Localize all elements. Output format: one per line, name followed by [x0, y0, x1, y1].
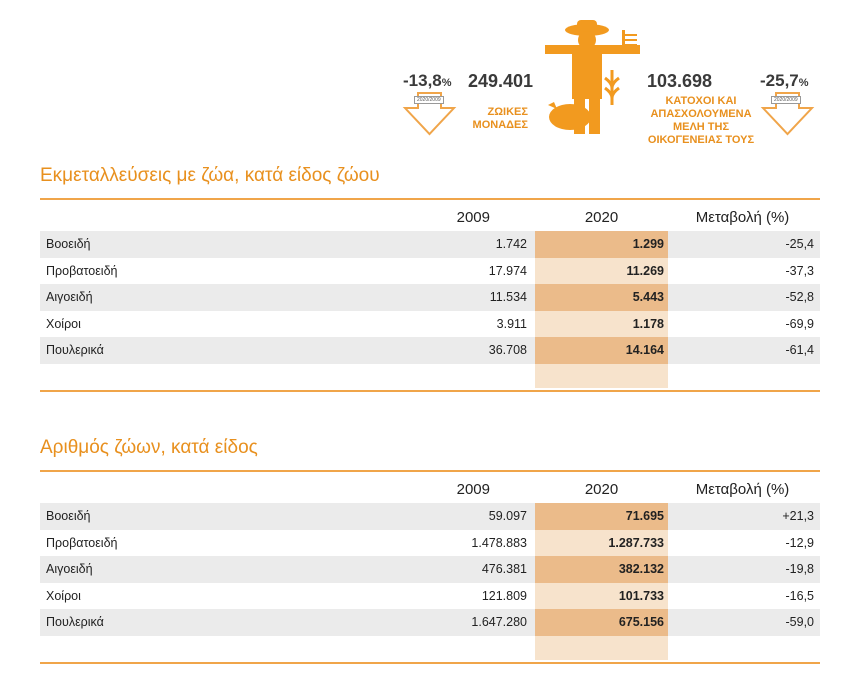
row-label: Προβατοειδή [46, 263, 118, 278]
highlight-cell [535, 284, 668, 311]
row-label: Πουλερικά [46, 343, 104, 357]
highlight-cell [535, 231, 668, 258]
cell-value: 121.809 [481, 588, 527, 603]
highlight-cell [535, 635, 668, 660]
cell-value: 11.534 [489, 290, 527, 304]
cell-value: -37,3 [785, 263, 815, 278]
cell-value: 1.299 [632, 237, 664, 251]
period: 2020/2009 [771, 96, 801, 104]
table-title: Αριθμός ζώων, κατά είδος [40, 437, 258, 458]
cell-value: 59.097 [488, 509, 527, 523]
highlight-cell [535, 503, 668, 530]
rule [40, 661, 820, 664]
cell-value: 1.647.280 [471, 615, 527, 629]
cell-value: 1.287.733 [608, 535, 664, 550]
cell-value: 71.695 [625, 509, 664, 523]
highlight-cell [535, 337, 668, 364]
row-label: Βοοειδή [46, 509, 91, 523]
column-header: 2020 [584, 481, 619, 498]
rule [40, 389, 820, 392]
cell-value: -19,8 [785, 562, 815, 576]
label-line: ΜΟΝΑΔΕΣ [472, 119, 528, 131]
row-bg [40, 609, 820, 636]
change: -13,8% [403, 71, 452, 90]
cell-value: -59,0 [785, 615, 815, 629]
row-bg [40, 556, 820, 583]
highlight-cell [535, 310, 668, 337]
row-label: Χοίροι [46, 316, 81, 331]
highlight-cell [535, 582, 668, 609]
cell-value: 1.742 [495, 237, 527, 251]
cell-value: 675.156 [618, 615, 664, 629]
label-line: ΜΕΛΗ ΤΗΣ [672, 121, 730, 133]
cell-value: 476.381 [481, 562, 527, 576]
label-line: ΑΠΑΣΧΟΛΟΥΜΕΝΑ [650, 108, 752, 120]
row-label: Βοοειδή [46, 237, 91, 251]
cell-value: 5.443 [632, 290, 664, 304]
column-header: 2020 [584, 209, 619, 226]
cell-value: -25,4 [785, 237, 815, 251]
cell-value: -16,5 [785, 588, 815, 603]
value: 249.401 [468, 71, 534, 91]
column-header: Μεταβολή (%) [695, 481, 790, 498]
row-label: Πουλερικά [46, 615, 104, 629]
column-header: 2009 [456, 209, 490, 226]
column-header: Μεταβολή (%) [695, 209, 790, 226]
cell-value: 14.164 [625, 343, 664, 357]
row-bg [40, 337, 820, 364]
row-label: Προβατοειδή [46, 535, 118, 550]
column-header: 2009 [456, 481, 490, 498]
highlight-cell [535, 529, 668, 556]
highlight-cell [535, 257, 668, 284]
row-label: Αιγοειδή [46, 290, 93, 304]
cell-value: 1.478.883 [471, 535, 527, 550]
row-bg [40, 284, 820, 311]
infographic-graphics [402, 20, 815, 136]
label-line: ΖΩΙΚΕΣ [487, 106, 528, 118]
cell-value: 101.733 [618, 588, 664, 603]
label-line: ΚΑΤΟΧΟΙ ΚΑΙ [665, 95, 737, 107]
cell-value: 17.974 [488, 263, 527, 278]
value: 103.698 [647, 71, 713, 91]
cell-value: 3.911 [496, 316, 527, 331]
row-bg [40, 231, 820, 258]
label: ΚΑΤΟΧΟΙ ΚΑΙ ΑΠΑΣΧΟΛΟΥΜΕΝΑ ΜΕΛΗ ΤΗΣ ΟΙΚΟΓΕΝΕ… [640, 95, 762, 147]
cell-value: +21,3 [782, 509, 814, 523]
cell-value: -61,4 [785, 343, 815, 357]
row-label: Αιγοειδή [46, 562, 93, 576]
rule [40, 198, 820, 200]
cell-value: 382.132 [618, 562, 664, 576]
highlight-cell [535, 609, 668, 636]
row-bg [40, 503, 820, 530]
highlight-cell [535, 363, 668, 388]
row-label: Χοίροι [46, 588, 81, 603]
cell-value: 36.708 [488, 343, 527, 357]
table-title: Εκμεταλλεύσεις με ζώα, κατά είδος ζώου [40, 165, 380, 186]
cell-value: -52,8 [785, 290, 815, 304]
farmer-icon [545, 20, 640, 134]
label-line: ΟΙΚΟΓΕΝΕΙΑΣ ΤΟΥΣ [647, 134, 755, 146]
label: ΖΩΙΚΕΣ ΜΟΝΑΔΕΣ [473, 106, 528, 132]
cell-value: 1.178 [632, 316, 664, 331]
cell-value: -69,9 [785, 316, 815, 331]
rule [40, 470, 820, 472]
period: 2020/2009 [414, 96, 444, 104]
cell-value: 11.269 [626, 263, 664, 278]
highlight-cell [535, 556, 668, 583]
change: -25,7% [760, 71, 809, 90]
cell-value: -12,9 [785, 535, 815, 550]
